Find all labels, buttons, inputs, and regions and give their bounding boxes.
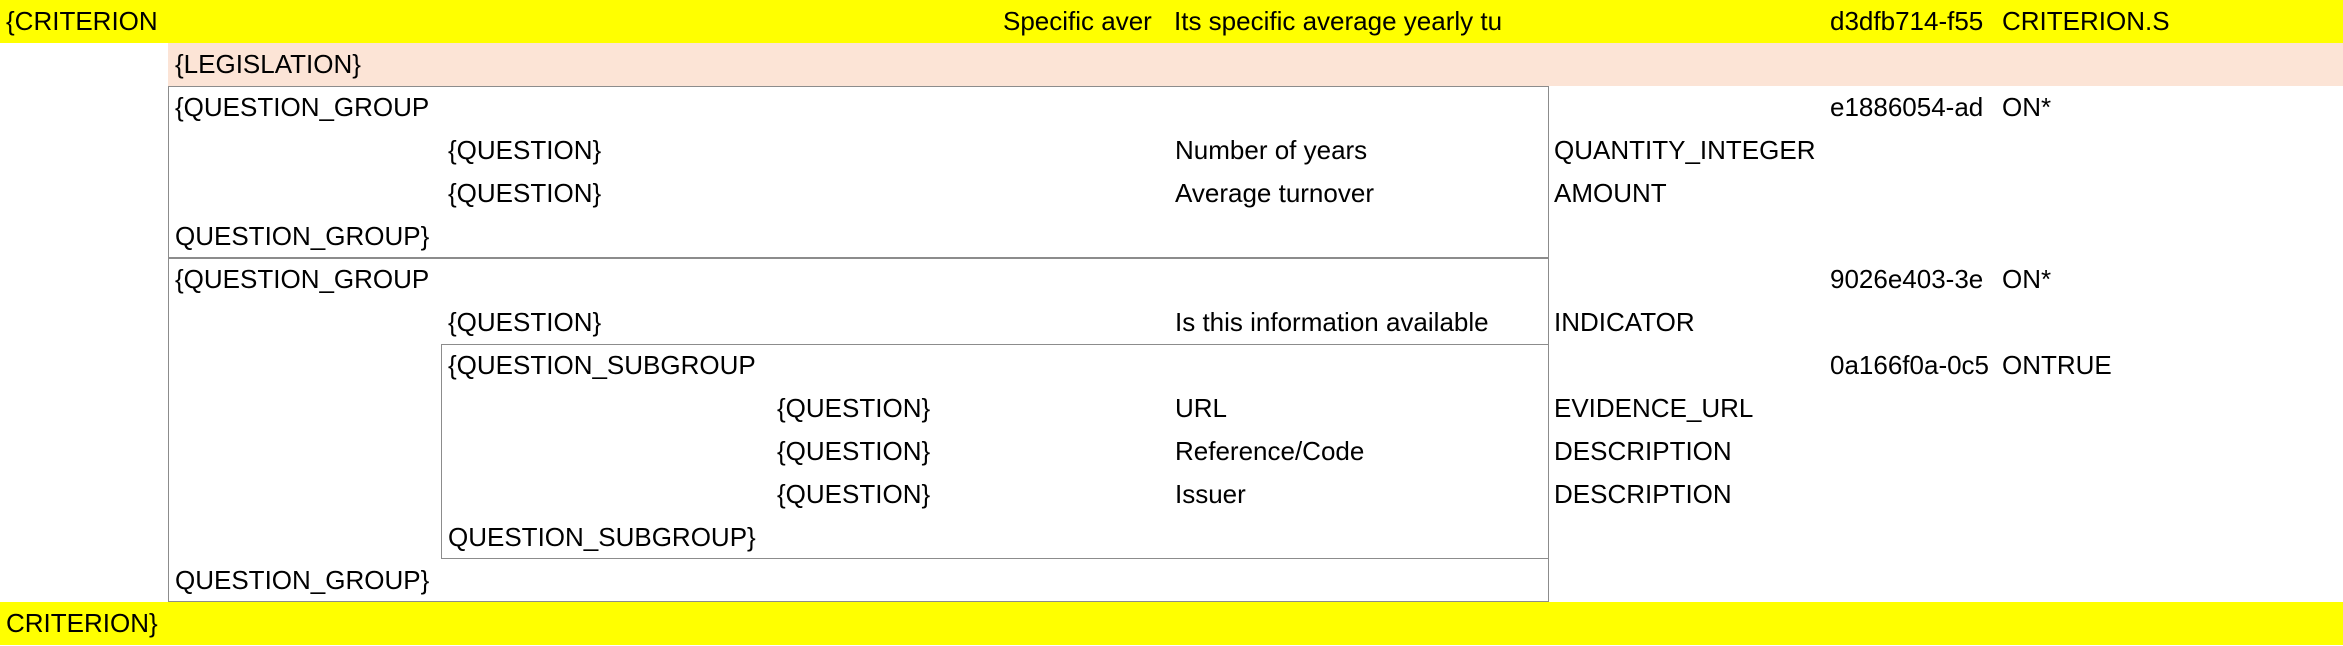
group2-question-type[interactable]: INDICATOR bbox=[1554, 307, 1695, 337]
subgroup-question-2-type[interactable]: DESCRIPTION bbox=[1554, 436, 1732, 466]
group1-question-1-type[interactable]: QUANTITY_INTEGER bbox=[1554, 135, 1816, 165]
subgroup-question-3-tag[interactable]: {QUESTION} bbox=[777, 479, 931, 509]
group2-question-label[interactable]: Is this information available bbox=[1175, 307, 1489, 337]
group1-question-1-tag[interactable]: {QUESTION} bbox=[448, 135, 602, 165]
subgroup-question-1-type[interactable]: EVIDENCE_URL bbox=[1554, 393, 1754, 423]
legislation-open-cell[interactable]: {LEGISLATION} bbox=[175, 49, 361, 79]
criterion-description-cell[interactable]: Its specific average yearly tu bbox=[1174, 6, 1503, 36]
group2-question-tag[interactable]: {QUESTION} bbox=[448, 307, 602, 337]
criterion-code-cell[interactable]: CRITERION.S bbox=[2002, 6, 2170, 36]
criterion-open-cell[interactable]: {CRITERION bbox=[6, 6, 158, 36]
subgroup-uuid-cell[interactable]: 0a166f0a-0c5 bbox=[1830, 350, 1990, 380]
group1-open-cell[interactable]: {QUESTION_GROUP bbox=[175, 92, 430, 122]
group1-question-2-tag[interactable]: {QUESTION} bbox=[448, 178, 602, 208]
group1-cardinality-cell[interactable]: ON* bbox=[2002, 92, 2052, 122]
criterion-uuid-cell[interactable]: d3dfb714-f55 bbox=[1830, 6, 1984, 36]
group1-uuid-cell[interactable]: e1886054-ad bbox=[1830, 92, 1984, 122]
subgroup-question-2-tag[interactable]: {QUESTION} bbox=[777, 436, 931, 466]
criterion-close-cell[interactable]: CRITERION} bbox=[6, 608, 158, 638]
group2-open-cell[interactable]: {QUESTION_GROUP bbox=[175, 264, 430, 294]
subgroup-cardinality-cell[interactable]: ONTRUE bbox=[2002, 350, 2112, 380]
group2-uuid-cell[interactable]: 9026e403-3e bbox=[1830, 264, 1984, 294]
subgroup-close-cell[interactable]: QUESTION_SUBGROUP} bbox=[448, 522, 756, 552]
question-group-1-border bbox=[168, 86, 1549, 258]
subgroup-open-cell[interactable]: {QUESTION_SUBGROUP bbox=[448, 350, 756, 380]
group2-cardinality-cell[interactable]: ON* bbox=[2002, 264, 2052, 294]
criterion-name-cell[interactable]: Specific aver bbox=[1003, 6, 1152, 36]
legislation-row[interactable]: {LEGISLATION} bbox=[0, 43, 2343, 86]
subgroup-question-1-tag[interactable]: {QUESTION} bbox=[777, 393, 931, 423]
subgroup-question-3-label[interactable]: Issuer bbox=[1175, 479, 1246, 509]
subgroup-question-3-type[interactable]: DESCRIPTION bbox=[1554, 479, 1732, 509]
group2-close-cell[interactable]: QUESTION_GROUP} bbox=[175, 565, 430, 595]
legislation-fill bbox=[168, 43, 2343, 86]
subgroup-question-1-label[interactable]: URL bbox=[1175, 393, 1228, 423]
criterion-close-row[interactable]: CRITERION} bbox=[0, 602, 2343, 645]
group1-question-2-label[interactable]: Average turnover bbox=[1175, 178, 1374, 208]
group1-question-2-type[interactable]: AMOUNT bbox=[1554, 178, 1667, 208]
group1-close-cell[interactable]: QUESTION_GROUP} bbox=[175, 221, 430, 251]
criterion-open-row[interactable]: {CRITERION Specific aver Its specific av… bbox=[0, 0, 2343, 43]
group1-question-1-label[interactable]: Number of years bbox=[1175, 135, 1368, 165]
question-subgroup-border bbox=[441, 344, 1549, 559]
subgroup-question-2-label[interactable]: Reference/Code bbox=[1175, 436, 1365, 466]
